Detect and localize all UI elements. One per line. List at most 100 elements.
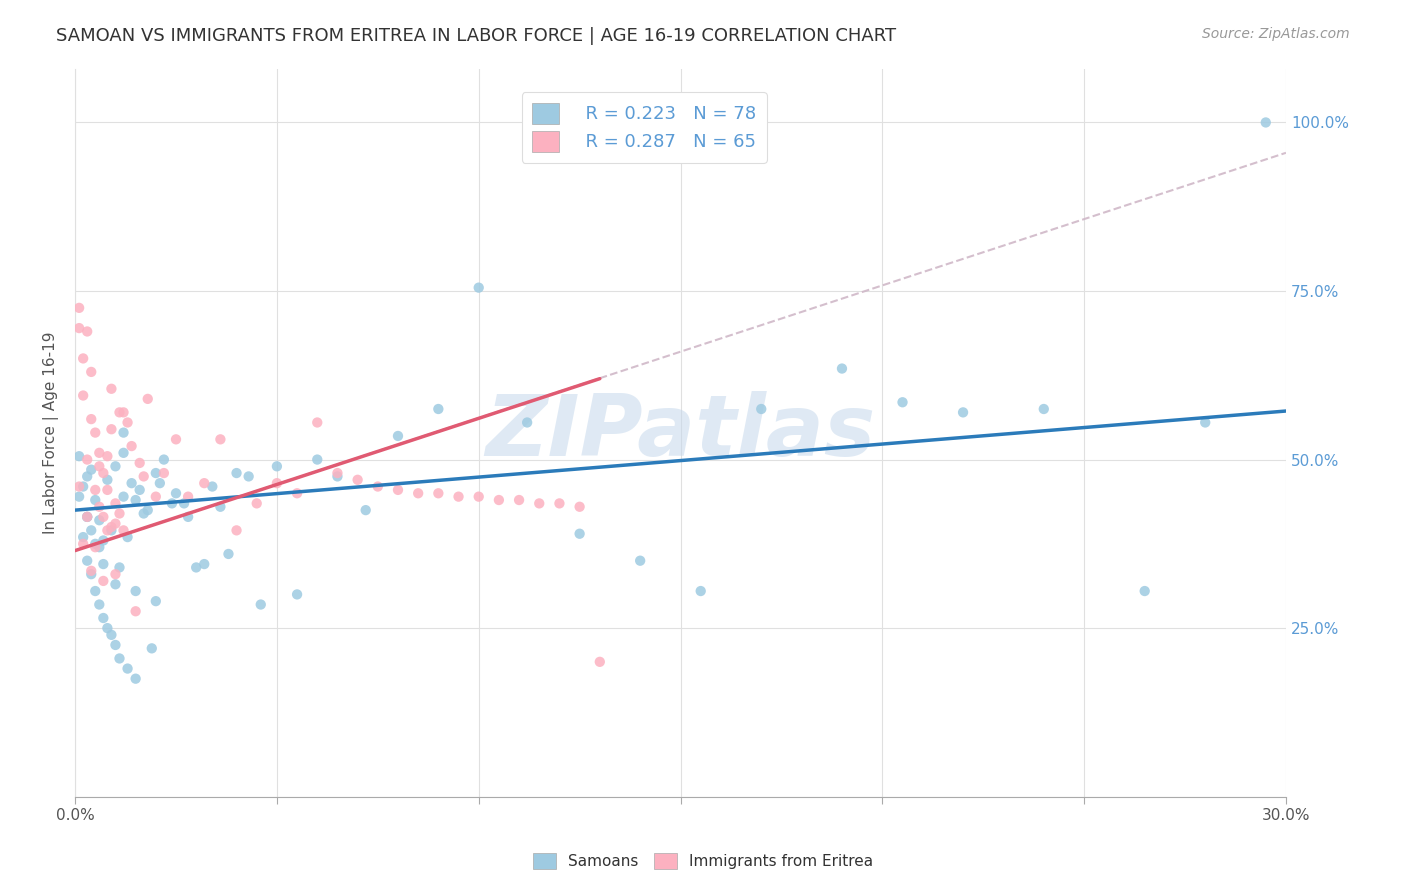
Point xyxy=(100,520,122,534)
Point xyxy=(209,433,232,447)
Text: SAMOAN VS IMMIGRANTS FROM ERITREA IN LABOR FORCE | AGE 16-19 CORRELATION CHART: SAMOAN VS IMMIGRANTS FROM ERITREA IN LAB… xyxy=(56,27,897,45)
Point xyxy=(177,490,200,504)
Point xyxy=(891,395,914,409)
Point xyxy=(93,509,115,524)
Point xyxy=(136,503,159,517)
Point xyxy=(447,490,470,504)
Point xyxy=(76,509,98,524)
Point xyxy=(67,321,90,335)
Point xyxy=(165,433,187,447)
Point xyxy=(108,405,131,419)
Point xyxy=(173,496,195,510)
Point xyxy=(108,560,131,574)
Point xyxy=(145,594,167,608)
Point xyxy=(108,651,131,665)
Point xyxy=(165,486,187,500)
Point xyxy=(76,469,98,483)
Point xyxy=(72,351,94,366)
Point xyxy=(326,466,349,480)
Point xyxy=(467,490,489,504)
Point xyxy=(225,466,247,480)
Point xyxy=(121,439,143,453)
Point xyxy=(186,560,208,574)
Point xyxy=(346,473,368,487)
Point xyxy=(153,452,176,467)
Point xyxy=(193,476,215,491)
Point xyxy=(141,641,163,656)
Point xyxy=(387,429,409,443)
Point xyxy=(1254,115,1277,129)
Point xyxy=(104,567,127,582)
Point xyxy=(548,496,571,510)
Point xyxy=(89,513,111,527)
Point xyxy=(100,524,122,538)
Point xyxy=(749,402,772,417)
Point xyxy=(89,446,111,460)
Point xyxy=(508,493,530,508)
Point xyxy=(145,490,167,504)
Point xyxy=(307,416,329,430)
Point xyxy=(467,280,489,294)
Point xyxy=(209,500,232,514)
Point xyxy=(149,476,172,491)
Point xyxy=(201,479,224,493)
Point xyxy=(80,567,103,582)
Point xyxy=(145,466,167,480)
Point xyxy=(124,604,146,618)
Point xyxy=(67,490,90,504)
Point xyxy=(72,530,94,544)
Point xyxy=(689,584,711,599)
Point xyxy=(112,405,135,419)
Point xyxy=(628,554,651,568)
Point xyxy=(76,509,98,524)
Point xyxy=(516,416,538,430)
Point xyxy=(93,574,115,588)
Legend:   R = 0.223   N = 78,   R = 0.287   N = 65: R = 0.223 N = 78, R = 0.287 N = 65 xyxy=(522,92,766,162)
Point xyxy=(952,405,974,419)
Point xyxy=(326,469,349,483)
Point xyxy=(100,382,122,396)
Point xyxy=(80,365,103,379)
Point xyxy=(112,446,135,460)
Point xyxy=(104,459,127,474)
Point xyxy=(108,507,131,521)
Point xyxy=(1133,584,1156,599)
Text: Source: ZipAtlas.com: Source: ZipAtlas.com xyxy=(1202,27,1350,41)
Point xyxy=(100,628,122,642)
Point xyxy=(488,493,510,508)
Point xyxy=(124,584,146,599)
Point xyxy=(285,587,308,601)
Point xyxy=(124,672,146,686)
Point xyxy=(117,530,139,544)
Point xyxy=(72,388,94,402)
Y-axis label: In Labor Force | Age 16-19: In Labor Force | Age 16-19 xyxy=(44,331,59,533)
Point xyxy=(80,524,103,538)
Point xyxy=(67,479,90,493)
Point xyxy=(67,301,90,315)
Point xyxy=(93,466,115,480)
Point xyxy=(132,469,155,483)
Point xyxy=(80,463,103,477)
Point xyxy=(76,509,98,524)
Point xyxy=(84,537,107,551)
Legend: Samoans, Immigrants from Eritrea: Samoans, Immigrants from Eritrea xyxy=(527,847,879,875)
Point xyxy=(96,621,118,635)
Point xyxy=(568,500,591,514)
Point xyxy=(76,452,98,467)
Point xyxy=(112,490,135,504)
Point xyxy=(568,526,591,541)
Point xyxy=(153,466,176,480)
Point xyxy=(117,662,139,676)
Point xyxy=(76,554,98,568)
Point xyxy=(387,483,409,497)
Point xyxy=(121,476,143,491)
Point xyxy=(266,459,288,474)
Point xyxy=(84,540,107,554)
Point xyxy=(84,493,107,508)
Point xyxy=(104,516,127,531)
Point xyxy=(72,537,94,551)
Point xyxy=(80,412,103,426)
Point xyxy=(406,486,429,500)
Point xyxy=(354,503,377,517)
Point xyxy=(427,402,450,417)
